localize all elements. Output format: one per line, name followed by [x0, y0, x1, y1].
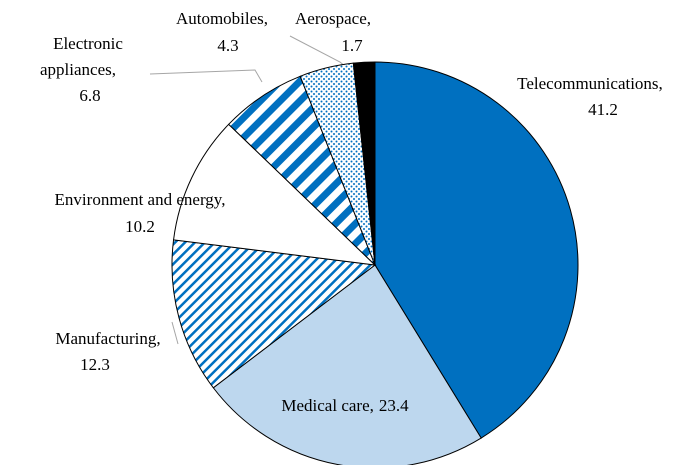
pie-slice: [374, 61, 579, 439]
value-label: 41.2: [588, 100, 618, 119]
value-label: 12.3: [80, 355, 110, 374]
pie-slice: [171, 239, 377, 389]
category-label: Electronic appliances,: [40, 34, 123, 79]
pie-slice: [352, 61, 376, 266]
value-label: 10.2: [125, 217, 155, 236]
data-label: Medical care, 23.4: [281, 396, 409, 415]
category-label: Medical care,: [281, 396, 374, 415]
value-label: 6.8: [79, 86, 100, 105]
value-label: 4.3: [217, 36, 238, 55]
category-line: Electronic: [53, 34, 123, 53]
category-label: Environment and energy,: [55, 190, 226, 209]
value-label: 23.4: [379, 396, 409, 415]
pie-slice: [173, 123, 377, 266]
value-label: 1.7: [341, 36, 363, 55]
category-label: Aerospace,: [295, 9, 371, 28]
category-line: appliances,: [40, 60, 116, 79]
category-label: Telecommunications,: [517, 74, 663, 93]
category-label: Automobiles,: [176, 9, 268, 28]
category-label: Manufacturing,: [55, 329, 160, 348]
